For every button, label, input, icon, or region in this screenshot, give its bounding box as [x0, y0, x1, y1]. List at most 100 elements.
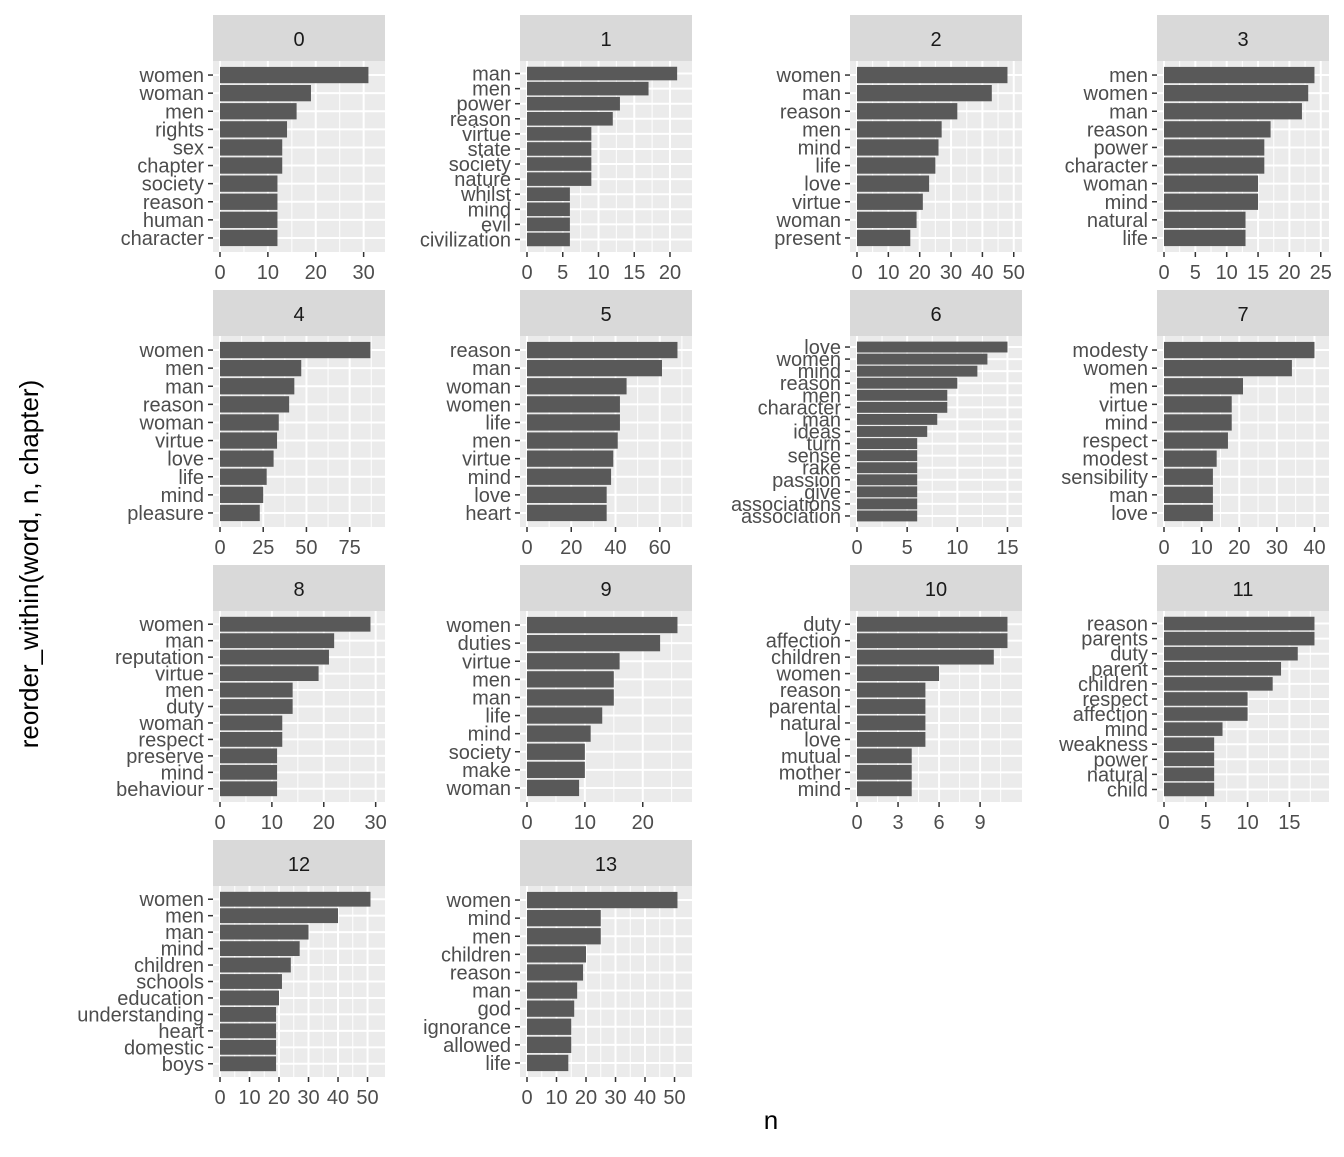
category-label: women [139, 889, 204, 911]
category-label: reason [1087, 614, 1148, 636]
bar [1164, 450, 1217, 467]
x-tick-label: 10 [1190, 537, 1212, 559]
category-label: men [165, 680, 204, 702]
facet-strip [213, 565, 385, 611]
bar [857, 649, 994, 665]
category-label: mind [468, 199, 511, 221]
bar [527, 432, 618, 449]
category-label: sensibility [1061, 467, 1148, 489]
category-label: give [804, 482, 841, 504]
bar [857, 498, 918, 510]
category-label: men [1109, 376, 1148, 398]
facet-5: 5 reasonmanwomanwomenlifemenvirtuemindlov… [446, 290, 692, 559]
bar [527, 671, 614, 688]
x-tick-label: 10 [1216, 262, 1238, 284]
x-tick-label: 10 [587, 262, 609, 284]
category-label: power [1094, 749, 1149, 771]
facet-strip-label: 10 [925, 579, 947, 601]
bar [527, 707, 603, 724]
x-tick-label: 0 [521, 262, 532, 284]
category-label: life [815, 156, 841, 178]
bar [527, 928, 601, 945]
category-label: virtue [462, 449, 511, 471]
bar [220, 732, 283, 747]
category-label: man [472, 687, 511, 709]
x-tick-label: 10 [261, 812, 283, 834]
bar [527, 378, 627, 395]
category-label: life [178, 467, 204, 489]
x-tick-label: 10 [238, 1087, 260, 1109]
bar [220, 924, 309, 940]
x-tick-label: 30 [297, 1087, 319, 1109]
category-label: man [165, 922, 204, 944]
category-label: boys [162, 1054, 204, 1076]
bar [527, 396, 620, 413]
category-label: women [1083, 358, 1148, 380]
category-label: power [457, 94, 512, 116]
facet-strip-label: 3 [1237, 29, 1248, 51]
bar [220, 211, 278, 228]
category-label: understanding [77, 1004, 204, 1026]
bar [220, 504, 260, 522]
x-tick-label: 20 [560, 537, 582, 559]
x-tick-label: 0 [521, 537, 532, 559]
category-label: chapter [137, 156, 204, 178]
x-tick-label: 5 [1190, 262, 1201, 284]
bar [220, 85, 311, 102]
bar [527, 910, 601, 927]
x-tick-label: 5 [557, 262, 568, 284]
category-label: reason [450, 340, 511, 362]
bar [527, 414, 620, 431]
bar [857, 438, 918, 449]
bar [857, 139, 939, 156]
category-label: reason [780, 373, 841, 395]
category-label: man [472, 358, 511, 380]
x-tick-label: 50 [295, 537, 317, 559]
facet-0: 0 womenwomanmenrightssexchaptersocietyrea… [121, 15, 385, 284]
facet-7: 7 modestywomenmenvirtuemindrespectmodests… [1061, 290, 1329, 559]
x-tick-label: 20 [1228, 537, 1250, 559]
bar [857, 175, 930, 192]
bar [527, 127, 592, 141]
category-label: heart [158, 1021, 204, 1043]
category-label: mutual [781, 746, 841, 768]
x-tick-label: 0 [214, 262, 225, 284]
facet-2: 2 womenmanreasonmenmindlifelovevirtuewoma… [774, 15, 1025, 284]
facet-strip-label: 6 [930, 304, 941, 326]
x-tick-label: 20 [268, 1087, 290, 1109]
bar [527, 761, 585, 778]
category-label: life [485, 1053, 511, 1075]
bar [1164, 66, 1315, 84]
x-tick-label: 3 [892, 812, 903, 834]
facet-9: 9 womendutiesvirtuemenmanlifemindsocietym… [446, 565, 692, 834]
bar [527, 982, 578, 999]
bar [220, 341, 371, 359]
category-label: education [117, 988, 204, 1010]
facet-strip-label: 5 [600, 304, 611, 326]
category-label: women [776, 65, 841, 87]
facet-strip-label: 11 [1233, 579, 1254, 601]
x-tick-label: 0 [214, 812, 225, 834]
category-label: men [802, 385, 841, 407]
bar [857, 699, 926, 714]
category-label: women [1083, 83, 1148, 105]
bar [857, 103, 958, 120]
x-tick-label: 40 [634, 1087, 656, 1109]
category-label: evil [481, 214, 511, 236]
bar [220, 957, 291, 973]
bar [857, 764, 912, 780]
category-label: men [472, 431, 511, 453]
bar [1164, 616, 1315, 631]
x-tick-label: 15 [996, 537, 1018, 559]
bar [527, 504, 607, 522]
category-label: woman [139, 713, 204, 735]
bar [857, 748, 912, 764]
bar [527, 743, 585, 760]
bar [1164, 432, 1228, 449]
bar [857, 401, 948, 413]
category-label: men [165, 358, 204, 380]
category-label: respect [1082, 689, 1148, 711]
category-label: virtue [155, 431, 204, 453]
bar [857, 781, 912, 797]
bar [857, 389, 948, 401]
